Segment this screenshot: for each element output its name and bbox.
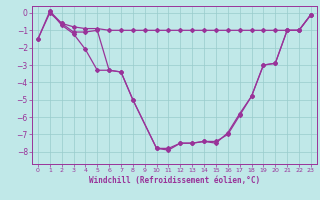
X-axis label: Windchill (Refroidissement éolien,°C): Windchill (Refroidissement éolien,°C) [89, 176, 260, 185]
